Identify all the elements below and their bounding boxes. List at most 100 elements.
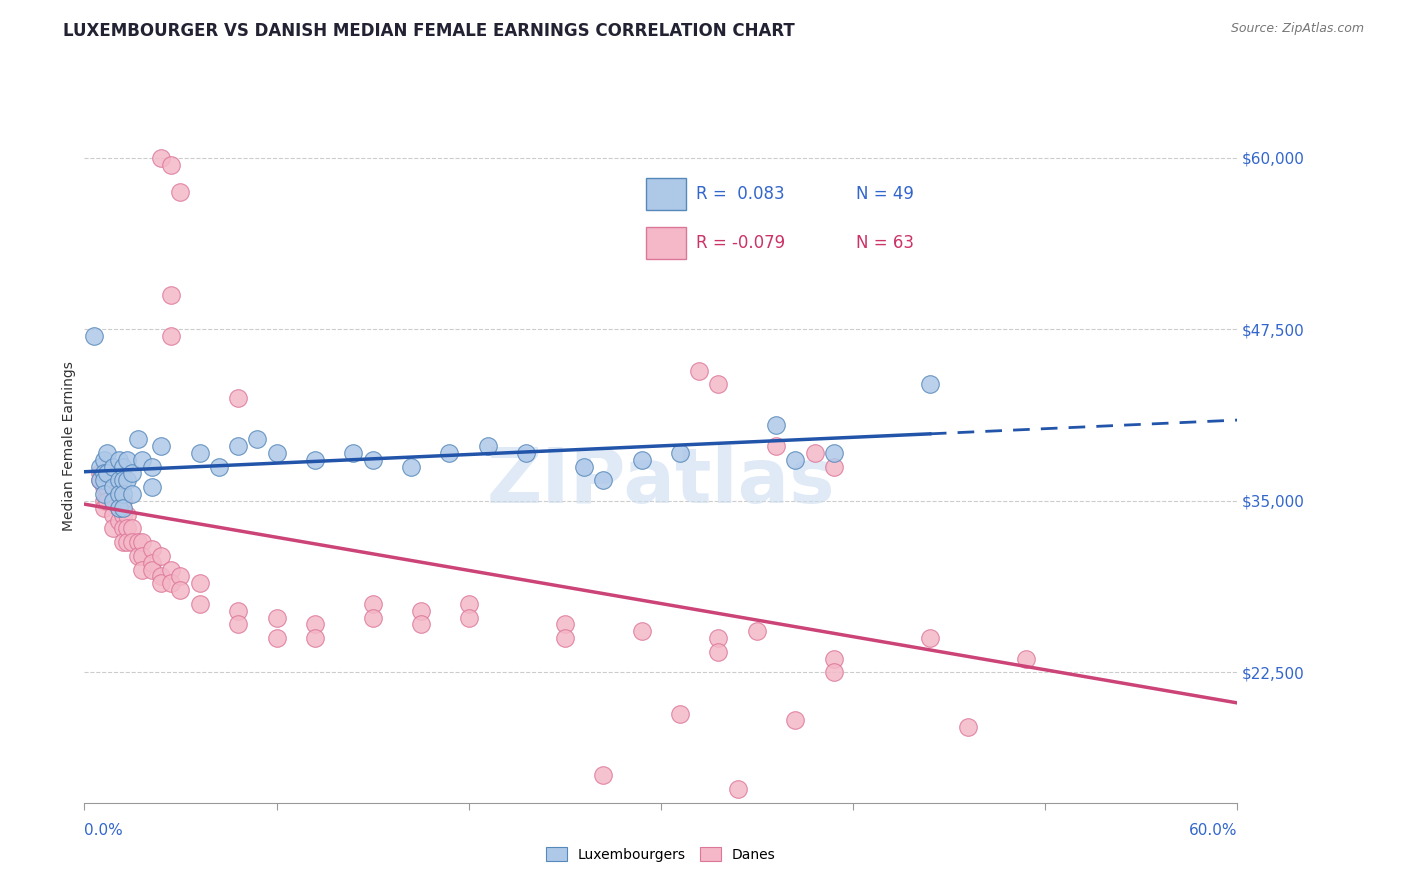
Point bbox=[669, 706, 692, 721]
Point bbox=[89, 467, 111, 481]
Point bbox=[131, 535, 153, 549]
Point bbox=[121, 467, 143, 481]
Point bbox=[745, 624, 768, 639]
Text: 0.0%: 0.0% bbox=[84, 823, 124, 838]
Point bbox=[727, 782, 749, 797]
Point bbox=[304, 617, 326, 632]
Point bbox=[103, 494, 124, 508]
Point bbox=[592, 768, 614, 782]
Point bbox=[304, 452, 326, 467]
Point bbox=[592, 473, 614, 487]
Point bbox=[89, 473, 111, 487]
Point bbox=[111, 494, 134, 508]
Point bbox=[103, 494, 124, 508]
Point bbox=[572, 459, 595, 474]
Point bbox=[515, 446, 537, 460]
Point bbox=[111, 500, 134, 515]
Point bbox=[83, 329, 105, 343]
Point bbox=[127, 432, 149, 446]
Point bbox=[361, 597, 384, 611]
Point bbox=[785, 714, 807, 728]
Point bbox=[169, 569, 191, 583]
Point bbox=[131, 549, 153, 563]
Point bbox=[160, 576, 183, 591]
Point bbox=[439, 446, 461, 460]
Point bbox=[121, 535, 143, 549]
Point bbox=[93, 487, 115, 501]
Point bbox=[127, 535, 149, 549]
Point bbox=[669, 446, 692, 460]
Y-axis label: Median Female Earnings: Median Female Earnings bbox=[62, 361, 76, 531]
Point bbox=[89, 473, 111, 487]
Point bbox=[89, 459, 111, 474]
Point bbox=[103, 459, 124, 474]
Point bbox=[160, 562, 183, 576]
Point bbox=[141, 556, 163, 570]
Point bbox=[115, 535, 138, 549]
Point bbox=[160, 329, 183, 343]
Point bbox=[765, 418, 787, 433]
Point bbox=[554, 617, 576, 632]
Point bbox=[918, 377, 941, 392]
Point bbox=[108, 452, 131, 467]
Point bbox=[188, 597, 211, 611]
Point bbox=[361, 452, 384, 467]
Point bbox=[115, 521, 138, 535]
Point bbox=[226, 391, 249, 405]
FancyBboxPatch shape bbox=[647, 178, 686, 211]
Text: ZIPatlas: ZIPatlas bbox=[486, 445, 835, 518]
Point bbox=[409, 604, 432, 618]
Point bbox=[111, 487, 134, 501]
Text: R =  0.083: R = 0.083 bbox=[696, 186, 785, 203]
Point bbox=[707, 377, 730, 392]
Point bbox=[131, 562, 153, 576]
Point bbox=[226, 439, 249, 453]
Point bbox=[266, 446, 288, 460]
Point bbox=[150, 576, 173, 591]
Text: R = -0.079: R = -0.079 bbox=[696, 234, 785, 252]
Point bbox=[108, 500, 131, 515]
Point bbox=[630, 452, 652, 467]
Point bbox=[554, 631, 576, 645]
Point bbox=[111, 535, 134, 549]
Point bbox=[127, 549, 149, 563]
Point bbox=[688, 363, 710, 377]
Point bbox=[96, 480, 118, 494]
Point bbox=[918, 631, 941, 645]
Point bbox=[111, 521, 134, 535]
Point bbox=[765, 439, 787, 453]
FancyBboxPatch shape bbox=[647, 227, 686, 259]
Text: LUXEMBOURGER VS DANISH MEDIAN FEMALE EARNINGS CORRELATION CHART: LUXEMBOURGER VS DANISH MEDIAN FEMALE EAR… bbox=[63, 22, 794, 40]
Point bbox=[96, 467, 118, 481]
Point bbox=[823, 459, 845, 474]
Point bbox=[188, 446, 211, 460]
Point bbox=[108, 487, 131, 501]
Point bbox=[103, 480, 124, 494]
Text: N = 63: N = 63 bbox=[856, 234, 914, 252]
Point bbox=[266, 631, 288, 645]
Point bbox=[169, 583, 191, 598]
Point bbox=[115, 452, 138, 467]
Point bbox=[823, 665, 845, 680]
Point bbox=[93, 467, 115, 481]
Point bbox=[141, 562, 163, 576]
Point bbox=[108, 515, 131, 529]
Point bbox=[103, 508, 124, 522]
Text: N = 49: N = 49 bbox=[856, 186, 914, 203]
Point bbox=[399, 459, 422, 474]
Point bbox=[226, 617, 249, 632]
Legend: Luxembourgers, Danes: Luxembourgers, Danes bbox=[540, 841, 782, 867]
Point bbox=[361, 610, 384, 624]
Point bbox=[707, 645, 730, 659]
Point bbox=[93, 473, 115, 487]
Point bbox=[111, 473, 134, 487]
Point bbox=[477, 439, 499, 453]
Point bbox=[96, 446, 118, 460]
Point bbox=[96, 494, 118, 508]
Point bbox=[115, 508, 138, 522]
Point bbox=[111, 508, 134, 522]
Point bbox=[141, 480, 163, 494]
Point bbox=[121, 487, 143, 501]
Point bbox=[409, 617, 432, 632]
Point bbox=[93, 467, 115, 481]
